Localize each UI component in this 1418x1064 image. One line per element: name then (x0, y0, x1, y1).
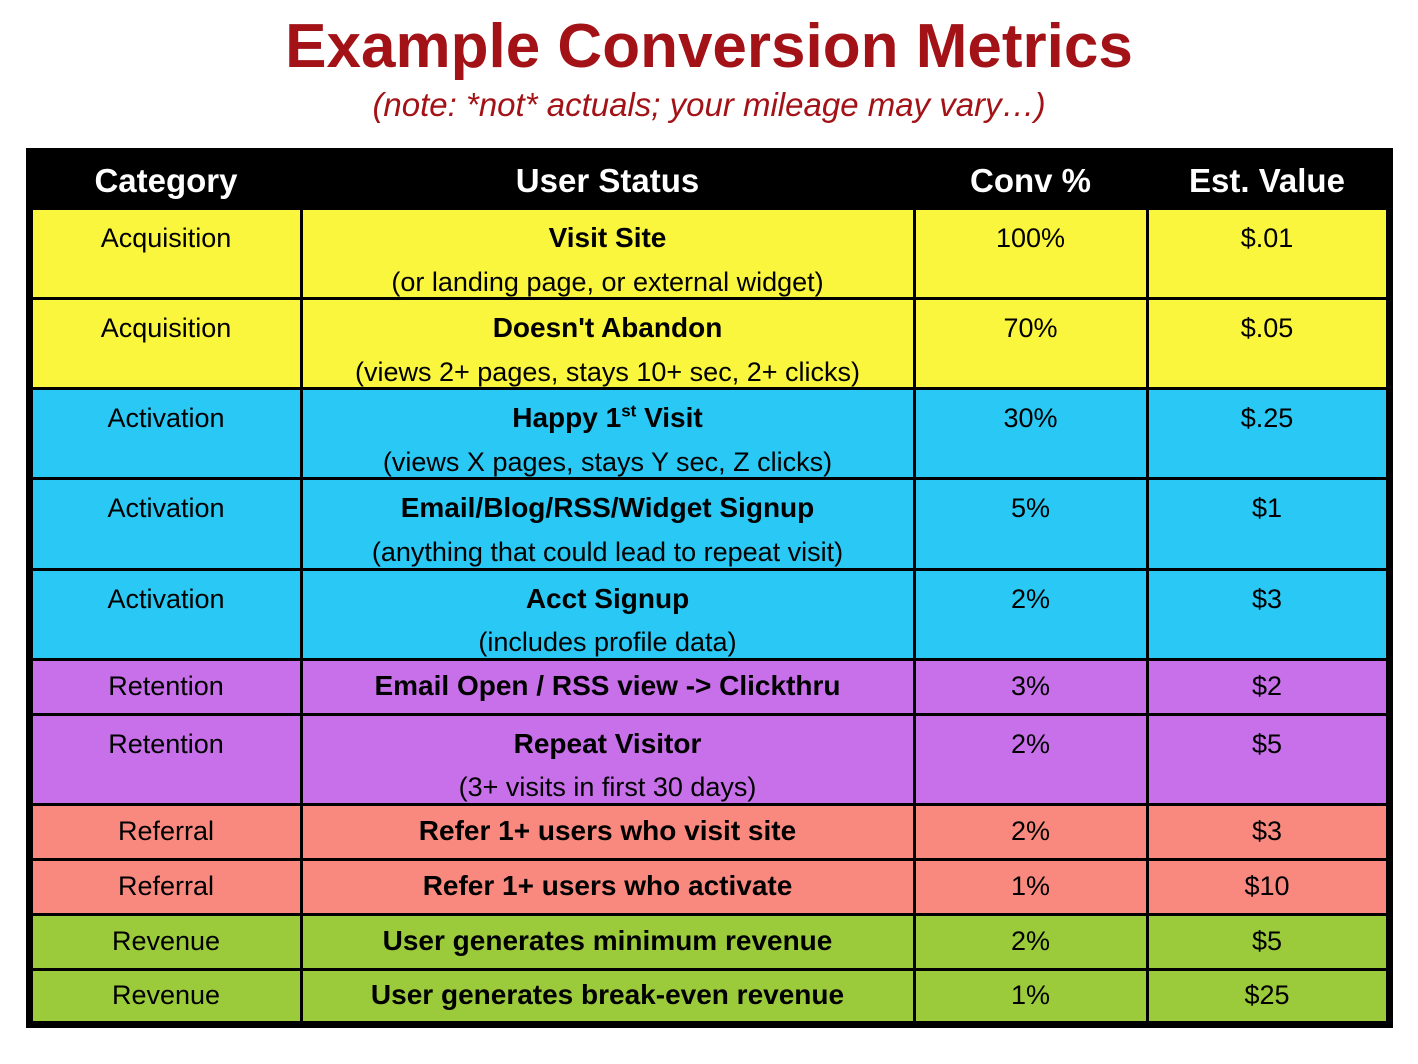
user-status-cell: Repeat Visitor (3+ visits in first 30 day… (299, 712, 916, 806)
status-title: Acct Signup (525, 582, 690, 614)
table-row: Referral Refer 1+ users who activate 1% $10 (27, 857, 1391, 916)
table-row: Activation Email/Blog/RSS/Widget Signup (a… (27, 477, 1391, 571)
table-row: Revenue User generates break-even revenue… (27, 967, 1391, 1026)
status-title: Visit Site (548, 221, 667, 253)
metrics-table: Category User Status Conv % Est. Value A… (25, 147, 1393, 1028)
est-value-cell: $3 (1145, 802, 1391, 861)
conv-percent-cell: 2% (912, 712, 1149, 806)
user-status-cell: Happy 1st Visit (views X pages, stays Y s… (299, 387, 916, 481)
user-status-cell: Visit Site (or landing page, or external … (299, 206, 916, 301)
status-title: Email/Blog/RSS/Widget Signup (400, 492, 815, 524)
user-status-cell: Refer 1+ users who activate (299, 857, 916, 916)
status-title: Refer 1+ users who activate (422, 869, 793, 901)
conv-percent-cell: 2% (912, 802, 1149, 861)
status-title: Doesn't Abandon (492, 312, 723, 344)
user-status-cell: Doesn't Abandon (views 2+ pages, stays 10… (299, 297, 916, 391)
status-note: (views 2+ pages, stays 10+ sec, 2+ click… (355, 356, 860, 387)
table-row: Revenue User generates minimum revenue 2% $… (27, 912, 1391, 971)
table-row: Acquisition Doesn't Abandon (views 2+ page… (27, 297, 1391, 391)
est-value-cell: $3 (1145, 567, 1391, 661)
status-title: Repeat Visitor (513, 727, 702, 759)
page-title: Example Conversion Metrics (285, 12, 1133, 81)
status-text: Happy 1 (512, 402, 622, 434)
status-superscript: st (621, 401, 637, 421)
table-row: Retention Repeat Visitor (3+ visits in fir… (27, 712, 1391, 806)
est-value-cell: $25 (1145, 967, 1391, 1026)
header-row: Category User Status Conv % Est. Value (27, 149, 1391, 210)
conv-percent-cell: 2% (912, 912, 1149, 971)
est-value-cell: $.25 (1145, 387, 1391, 481)
category-cell: Retention (27, 712, 303, 806)
status-note: (or landing page, or external widget) (391, 266, 824, 297)
est-value-cell: $5 (1145, 712, 1391, 806)
page-subtitle: (note: *not* actuals; your mileage may v… (372, 85, 1046, 123)
category-cell: Acquisition (27, 297, 303, 391)
table-row: Acquisition Visit Site (or landing page, o… (27, 206, 1391, 301)
status-title: User generates minimum revenue (382, 924, 833, 956)
est-value-cell: $2 (1145, 657, 1391, 716)
category-cell: Referral (27, 802, 303, 861)
conv-percent-cell: 1% (912, 967, 1149, 1026)
table-row: Activation Happy 1st Visit (views X pages,… (27, 387, 1391, 481)
status-note: (anything that could lead to repeat visi… (371, 537, 844, 568)
category-cell: Activation (27, 477, 303, 571)
column-header-category: Category (27, 149, 303, 210)
status-title: Happy 1st Visit (304, 401, 912, 434)
user-status-cell: Email Open / RSS view -> Clickthru (299, 657, 916, 716)
category-cell: Acquisition (27, 206, 303, 301)
user-status-cell: Email/Blog/RSS/Widget Signup (anything th… (299, 477, 916, 571)
est-value-cell: $.01 (1145, 206, 1391, 301)
category-cell: Retention (27, 657, 303, 716)
category-cell: Activation (27, 387, 303, 481)
user-status-cell: Refer 1+ users who visit site (299, 802, 916, 861)
category-cell: Referral (27, 857, 303, 916)
table-row: Retention Email Open / RSS view -> Clickt… (27, 657, 1391, 716)
est-value-cell: $.05 (1145, 297, 1391, 391)
category-cell: Activation (27, 567, 303, 661)
conv-percent-cell: 30% (912, 387, 1149, 481)
category-cell: Revenue (27, 967, 303, 1026)
conv-percent-cell: 1% (912, 857, 1149, 916)
est-value-cell: $10 (1145, 857, 1391, 916)
user-status-cell: User generates break-even revenue (299, 967, 916, 1026)
table-row: Activation Acct Signup (includes profile d… (27, 567, 1391, 661)
table-row: Referral Refer 1+ users who visit site 2% $… (27, 802, 1391, 861)
conv-percent-cell: 100% (912, 206, 1149, 301)
column-header-user-status: User Status (299, 149, 916, 210)
column-header-est-value: Est. Value (1145, 149, 1391, 210)
conv-percent-cell: 5% (912, 477, 1149, 571)
user-status-cell: User generates minimum revenue (299, 912, 916, 971)
conv-percent-cell: 3% (912, 657, 1149, 716)
column-header-conv-percent: Conv % (912, 149, 1149, 210)
category-cell: Revenue (27, 912, 303, 971)
est-value-cell: $5 (1145, 912, 1391, 971)
status-title: User generates break-even revenue (370, 978, 845, 1010)
status-note: (views X pages, stays Y sec, Z clicks) (382, 447, 833, 478)
status-note: (includes profile data) (478, 627, 737, 658)
status-title: Refer 1+ users who visit site (418, 814, 797, 846)
est-value-cell: $1 (1145, 477, 1391, 571)
status-text: Visit (636, 402, 703, 434)
conv-percent-cell: 70% (912, 297, 1149, 391)
status-note: (3+ visits in first 30 days) (458, 772, 757, 803)
status-title: Email Open / RSS view -> Clickthru (374, 669, 841, 701)
user-status-cell: Acct Signup (includes profile data) (299, 567, 916, 661)
conv-percent-cell: 2% (912, 567, 1149, 661)
